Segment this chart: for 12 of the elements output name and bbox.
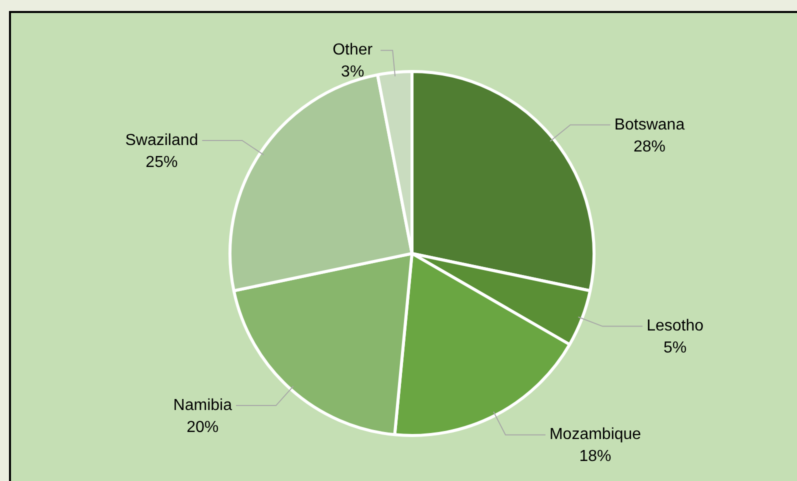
slice-label: Mozambique [549, 426, 642, 444]
slice-label: Lesotho [646, 318, 704, 335]
slice-label: Botswana [614, 116, 685, 134]
data-label: 3% [341, 63, 364, 80]
data-label: 5% [663, 340, 687, 357]
data-label: 25% [146, 154, 178, 171]
slice-label: Swaziland [125, 132, 198, 149]
slice-label: Other [332, 41, 374, 58]
data-label: 28% [633, 138, 666, 156]
data-label: 18% [579, 448, 612, 466]
slice-label: Namibia [173, 396, 232, 414]
data-label: 20% [186, 418, 219, 436]
